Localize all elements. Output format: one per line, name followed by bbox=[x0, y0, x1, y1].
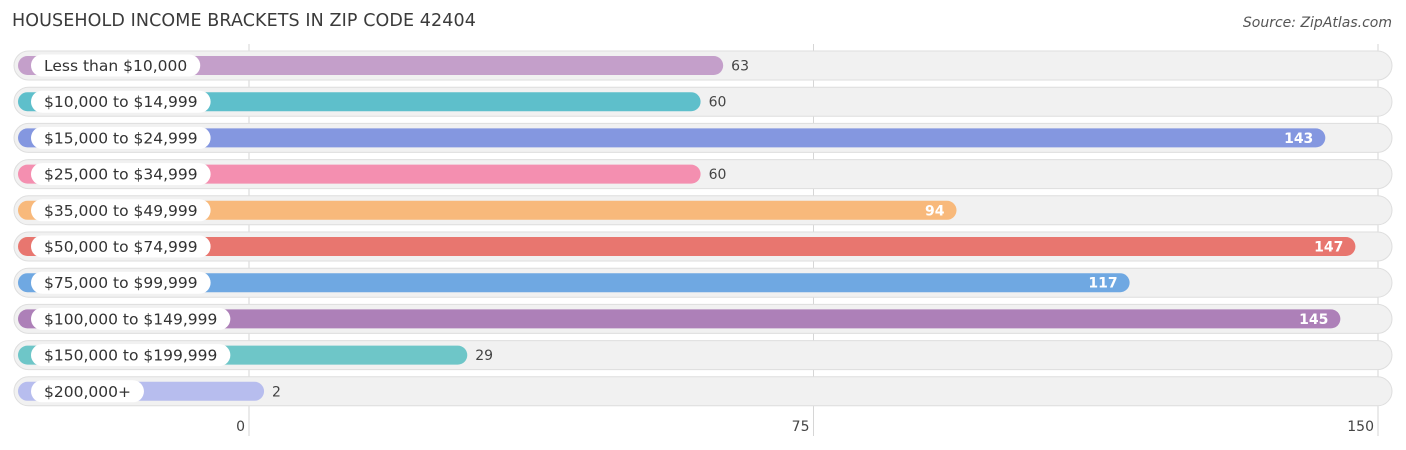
category-label: Less than $10,000 bbox=[44, 57, 187, 75]
category-label: $15,000 to $24,999 bbox=[44, 129, 198, 147]
bar bbox=[18, 128, 1326, 148]
category-label-pill bbox=[31, 126, 211, 149]
value-label: 29 bbox=[475, 348, 493, 364]
category-label-pill bbox=[31, 380, 144, 403]
bar bbox=[18, 309, 1341, 329]
category-label: $10,000 to $14,999 bbox=[44, 93, 198, 111]
category-label-pill bbox=[31, 199, 211, 222]
category-label-pill bbox=[31, 54, 201, 77]
category-label: $150,000 to $199,999 bbox=[44, 347, 217, 365]
row-track bbox=[13, 376, 1393, 407]
x-tick-label: 75 bbox=[792, 419, 810, 435]
value-label: 2 bbox=[272, 384, 281, 400]
category-label-pill bbox=[31, 163, 211, 186]
value-label: 63 bbox=[731, 59, 749, 75]
x-axis-ticks: 0 75 150 bbox=[236, 419, 1374, 435]
bar bbox=[18, 200, 957, 220]
value-label: 147 bbox=[1314, 240, 1343, 256]
bar bbox=[18, 273, 1130, 293]
bar bbox=[18, 237, 1356, 256]
category-label-pill bbox=[31, 344, 231, 367]
category-label: $35,000 to $49,999 bbox=[44, 202, 198, 220]
value-label: 60 bbox=[709, 167, 727, 183]
category-label: $25,000 to $34,999 bbox=[44, 166, 198, 184]
category-label-pill bbox=[31, 307, 231, 330]
category-label-pill bbox=[31, 235, 211, 258]
value-label: 145 bbox=[1299, 312, 1328, 328]
category-label: $75,000 to $99,999 bbox=[44, 274, 198, 292]
value-label: 94 bbox=[925, 203, 945, 219]
value-label: 117 bbox=[1088, 276, 1117, 292]
category-label: $50,000 to $74,999 bbox=[44, 238, 198, 256]
category-label-pill bbox=[31, 90, 211, 113]
chart-title: HOUSEHOLD INCOME BRACKETS IN ZIP CODE 42… bbox=[12, 11, 476, 31]
value-label: 143 bbox=[1284, 131, 1313, 147]
chart-source: Source: ZipAtlas.com bbox=[1242, 15, 1392, 31]
value-label: 60 bbox=[709, 95, 727, 111]
category-label: $200,000+ bbox=[44, 383, 131, 401]
bars: Less than $10,000 63 $10,000 to $14,999 60 $… bbox=[13, 50, 1393, 407]
x-tick-label: 150 bbox=[1347, 419, 1374, 435]
x-tick-label: 0 bbox=[236, 419, 245, 435]
category-label-pill bbox=[31, 271, 211, 294]
category-label: $100,000 to $149,999 bbox=[44, 310, 217, 328]
